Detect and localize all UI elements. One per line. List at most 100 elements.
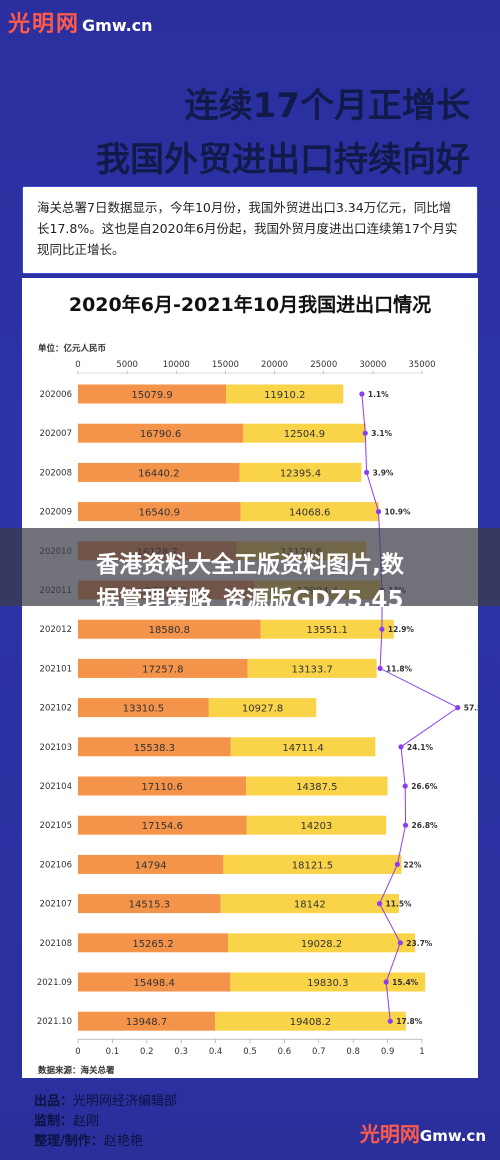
- growth-data-label: 22%: [403, 860, 421, 869]
- export-value-label: 19830.3: [307, 978, 348, 989]
- logo-en-text: Gmw.cn: [82, 16, 153, 35]
- import-value-label: 17154.6: [142, 821, 183, 832]
- growth-data-label: 3.1%: [371, 429, 392, 438]
- bottom-axis-tick: 0.5: [243, 1047, 257, 1057]
- growth-point: [375, 509, 382, 515]
- credit-label: 出品：: [34, 1094, 74, 1109]
- category-label: 202107: [40, 900, 72, 910]
- import-bar: [78, 737, 231, 757]
- export-value-label: 13551.1: [307, 625, 348, 636]
- export-bar: [246, 815, 387, 835]
- export-bar: [215, 1011, 406, 1031]
- category-label: 202106: [40, 860, 72, 870]
- category-label: 202008: [40, 468, 72, 478]
- import-value-label: 14794: [135, 860, 167, 871]
- import-bar: [78, 776, 247, 796]
- export-value-label: 14387.5: [296, 782, 337, 793]
- export-bar: [260, 619, 394, 639]
- top-axis-tick: 10000: [163, 360, 190, 370]
- overlay-text-line1: 香港资料大全正版资料图片,数: [96, 552, 404, 578]
- growth-data-label: 11.8%: [386, 664, 413, 673]
- growth-point: [387, 1018, 393, 1024]
- credit-editor: 整理/制作：赵艳艳: [34, 1132, 177, 1152]
- growth-data-label: 15.4%: [392, 978, 419, 987]
- export-value-label: 19408.2: [290, 1017, 331, 1028]
- import-value-label: 15079.9: [131, 390, 172, 401]
- credits-block: 出品：光明网经济编辑部 监制：赵刚 整理/制作：赵艳艳: [34, 1092, 177, 1152]
- export-bar: [247, 658, 377, 678]
- import-value-label: 13310.5: [123, 704, 164, 715]
- category-label: 202102: [40, 704, 72, 714]
- growth-data-label: 1.1%: [368, 390, 389, 399]
- import-value-label: 17257.8: [142, 664, 183, 675]
- logo-en-text: Gmw.cn: [419, 1127, 486, 1145]
- export-bar: [240, 502, 379, 522]
- import-bar: [78, 502, 241, 522]
- chart-card: 2020年6月-2021年10月我国进出口情况 单位：亿元人民币 0 5000 10…: [22, 278, 478, 1078]
- growth-point: [402, 822, 409, 828]
- import-value-label: 13948.7: [126, 1017, 167, 1028]
- top-axis-tick: 25000: [310, 360, 337, 370]
- headline-line1: 连续17个月正增长: [184, 86, 470, 126]
- growth-point: [364, 469, 370, 475]
- growth-point: [394, 861, 400, 868]
- growth-data-label: 17.8%: [396, 1017, 423, 1026]
- top-axis-tick: 30000: [359, 360, 386, 370]
- import-bar: [78, 894, 221, 914]
- growth-data-label: 3.9%: [373, 468, 394, 477]
- growth-data-label: 11.5%: [386, 900, 413, 909]
- gmw-logo-bottom: 光明网Gmw.cn: [360, 1118, 486, 1147]
- import-value-label: 14515.3: [129, 900, 170, 911]
- source-label: 数据来源：海关总署: [38, 1066, 115, 1076]
- credit-producer: 出品：光明网经济编辑部: [34, 1092, 177, 1112]
- top-axis-tick: 0: [75, 360, 80, 370]
- logo-cn-text: 光明网: [8, 11, 81, 37]
- import-bar: [78, 933, 229, 953]
- bottom-axis-tick: 0.9: [381, 1047, 395, 1057]
- export-bar: [246, 776, 388, 796]
- category-label: 202009: [40, 508, 72, 518]
- trade-bar-chart: 0 5000 10000 15000 20000 25000 30000 35000 20200…: [37, 360, 478, 1057]
- export-bar: [243, 423, 366, 443]
- growth-data-label: 23.7%: [406, 939, 433, 948]
- growth-data-label: 12.9%: [388, 625, 415, 634]
- import-bar: [78, 462, 240, 482]
- import-value-label: 18580.8: [149, 625, 190, 636]
- export-bar: [226, 384, 344, 404]
- import-value-label: 16790.6: [140, 429, 181, 440]
- growth-data-label: 24.1%: [407, 743, 434, 752]
- export-value-label: 18142: [294, 900, 326, 911]
- export-bar: [220, 894, 399, 914]
- category-label: 202108: [40, 939, 72, 949]
- export-value-label: 13133.7: [291, 664, 332, 675]
- credit-label: 整理/制作：: [34, 1134, 104, 1149]
- export-value-label: 12504.9: [284, 429, 325, 440]
- growth-line: [361, 393, 459, 1022]
- bottom-axis-tick: 0.8: [346, 1047, 360, 1057]
- growth-point: [362, 430, 368, 436]
- category-label: 202012: [40, 625, 72, 635]
- growth-point: [377, 665, 383, 671]
- import-bar: [78, 423, 244, 443]
- bottom-axis-tick: 0.6: [278, 1047, 292, 1057]
- import-bar: [78, 619, 261, 639]
- growth-point: [359, 391, 365, 397]
- bottom-axis-tick: 0.1: [106, 1047, 120, 1057]
- credit-supervisor: 监制：赵刚: [34, 1112, 177, 1132]
- import-bar: [78, 972, 231, 992]
- growth-point: [397, 940, 403, 946]
- growth-point: [455, 705, 461, 711]
- export-bar: [228, 933, 416, 953]
- import-value-label: 16540.9: [139, 508, 180, 519]
- growth-point: [398, 744, 404, 750]
- credit-value: 赵刚: [73, 1114, 100, 1129]
- export-bar: [208, 698, 317, 718]
- import-value-label: 15498.4: [133, 978, 174, 989]
- export-bar: [239, 462, 362, 482]
- import-bar: [78, 384, 227, 404]
- top-axis-tick: 15000: [212, 360, 239, 370]
- logo-cn-text: 光明网: [359, 1122, 420, 1146]
- growth-point: [376, 901, 383, 907]
- chart-title: 2020年6月-2021年10月我国进出口情况: [68, 294, 432, 316]
